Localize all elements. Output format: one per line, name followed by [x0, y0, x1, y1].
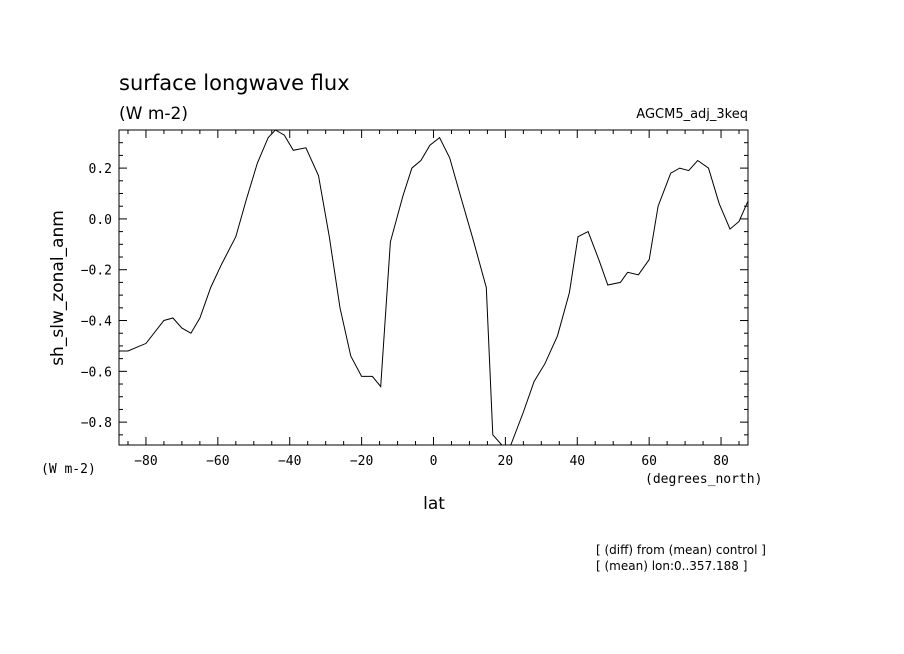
x-units-label: (degrees_north): [645, 472, 762, 487]
note-diff-from-control: [ (diff) from (mean) control ]: [596, 543, 766, 557]
x-tick-label: 80: [713, 454, 729, 469]
experiment-label: AGCM5_adj_3keq: [636, 107, 748, 122]
y-tick-label: −0.6: [81, 365, 112, 380]
note-mean-lon: [ (mean) lon:0..357.188 ]: [596, 559, 747, 573]
axis-ticks: [119, 129, 748, 445]
x-tick-labels: −80 −60 −40 −20 0 20 40 60 80: [134, 454, 729, 469]
y-tick-label: −0.2: [81, 264, 112, 279]
x-axis-label: lat: [423, 494, 445, 514]
x-tick-label: −60: [206, 454, 229, 469]
chart-title: surface longwave flux: [119, 71, 350, 95]
series-line: [119, 129, 749, 446]
chart-subtitle: (W m-2): [119, 104, 188, 124]
y-tick-label: −0.4: [81, 315, 112, 330]
y-axis-label: sh_slw_zonal_anm: [48, 210, 68, 366]
y-tick-label: 0.2: [89, 162, 112, 177]
plot-frame: [118, 129, 749, 446]
y-tick-label: −0.8: [81, 416, 112, 431]
x-tick-label: −20: [350, 454, 373, 469]
x-tick-label: −80: [134, 454, 157, 469]
x-tick-label: 60: [641, 454, 657, 469]
x-tick-label: 20: [498, 454, 514, 469]
y-units-label: (W m-2): [41, 462, 96, 477]
y-tick-label: 0.0: [89, 213, 112, 228]
x-tick-label: −40: [278, 454, 301, 469]
x-tick-label: 0: [430, 454, 438, 469]
x-tick-label: 40: [569, 454, 585, 469]
y-tick-labels: −0.8 −0.6 −0.4 −0.2 0.0 0.2: [81, 162, 112, 431]
